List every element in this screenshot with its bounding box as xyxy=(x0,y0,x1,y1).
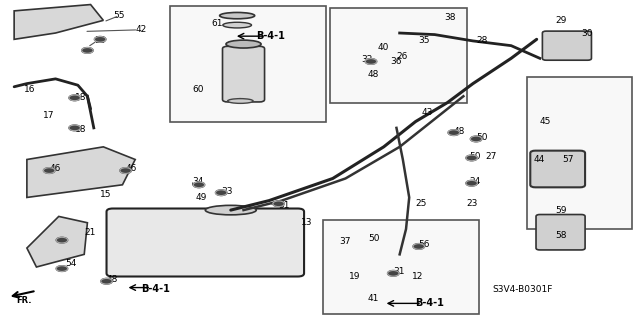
Text: B-4-1: B-4-1 xyxy=(256,31,285,41)
Text: 19: 19 xyxy=(349,272,360,281)
Text: 54: 54 xyxy=(65,259,77,268)
Text: B-4-1: B-4-1 xyxy=(415,298,444,308)
Circle shape xyxy=(56,237,68,243)
Polygon shape xyxy=(27,216,88,267)
Text: 23: 23 xyxy=(467,199,478,208)
Ellipse shape xyxy=(226,40,261,48)
FancyBboxPatch shape xyxy=(330,8,467,103)
FancyBboxPatch shape xyxy=(527,77,632,229)
Circle shape xyxy=(44,168,55,174)
Circle shape xyxy=(69,125,81,131)
Text: 38: 38 xyxy=(444,13,456,22)
Text: 46: 46 xyxy=(125,165,137,174)
Circle shape xyxy=(69,95,81,101)
Text: 50: 50 xyxy=(368,234,380,243)
Text: 58: 58 xyxy=(556,231,567,240)
Circle shape xyxy=(95,36,106,42)
Circle shape xyxy=(413,244,424,249)
Text: 27: 27 xyxy=(486,152,497,161)
Text: FR.: FR. xyxy=(16,296,31,305)
FancyBboxPatch shape xyxy=(531,151,585,187)
Text: 32: 32 xyxy=(362,56,372,64)
FancyBboxPatch shape xyxy=(542,31,591,60)
Text: 13: 13 xyxy=(301,218,312,227)
Text: 30: 30 xyxy=(581,28,593,38)
Text: 16: 16 xyxy=(24,85,35,94)
Text: 51: 51 xyxy=(278,201,290,210)
Text: 28: 28 xyxy=(476,36,488,45)
Circle shape xyxy=(466,180,477,186)
Text: S3V4-B0301F: S3V4-B0301F xyxy=(492,285,552,294)
Circle shape xyxy=(273,201,284,207)
Text: 34: 34 xyxy=(193,177,204,186)
Text: 48: 48 xyxy=(106,275,118,284)
Text: 49: 49 xyxy=(196,193,207,202)
Circle shape xyxy=(470,136,482,142)
Circle shape xyxy=(120,168,131,174)
Text: 29: 29 xyxy=(556,16,567,25)
Text: 50: 50 xyxy=(476,133,488,142)
Ellipse shape xyxy=(228,99,253,103)
Text: 50: 50 xyxy=(470,152,481,161)
Text: 45: 45 xyxy=(540,117,551,126)
Text: 37: 37 xyxy=(339,237,351,246)
Circle shape xyxy=(388,271,399,276)
Text: 57: 57 xyxy=(562,155,573,164)
Text: 61: 61 xyxy=(212,19,223,28)
Text: 48: 48 xyxy=(454,127,465,136)
Text: 24: 24 xyxy=(470,177,481,186)
Circle shape xyxy=(100,278,112,284)
Ellipse shape xyxy=(220,12,255,19)
Circle shape xyxy=(193,182,205,188)
Text: 55: 55 xyxy=(113,11,124,20)
Text: 42: 42 xyxy=(135,25,147,34)
Polygon shape xyxy=(14,4,103,39)
Text: 60: 60 xyxy=(193,85,204,94)
Text: 18: 18 xyxy=(75,125,86,134)
Circle shape xyxy=(82,48,93,53)
Circle shape xyxy=(216,190,227,196)
Text: 36: 36 xyxy=(390,57,401,66)
Text: 33: 33 xyxy=(221,187,233,196)
Text: 26: 26 xyxy=(396,52,408,61)
FancyBboxPatch shape xyxy=(170,6,326,122)
FancyBboxPatch shape xyxy=(536,214,585,250)
Ellipse shape xyxy=(223,22,252,28)
FancyBboxPatch shape xyxy=(106,209,304,277)
Polygon shape xyxy=(27,147,135,197)
Text: B-4-1: B-4-1 xyxy=(141,284,170,294)
FancyBboxPatch shape xyxy=(223,46,264,102)
Text: 59: 59 xyxy=(556,206,567,215)
Text: 18: 18 xyxy=(75,93,86,102)
Circle shape xyxy=(448,130,460,136)
FancyBboxPatch shape xyxy=(323,219,479,315)
Text: 25: 25 xyxy=(415,199,427,208)
Text: 12: 12 xyxy=(412,272,424,281)
Text: 41: 41 xyxy=(368,294,379,303)
Text: 43: 43 xyxy=(422,108,433,116)
Text: 48: 48 xyxy=(368,70,379,78)
Text: 15: 15 xyxy=(100,190,111,199)
Text: 53: 53 xyxy=(94,36,106,45)
Text: 31: 31 xyxy=(394,267,404,276)
Text: 17: 17 xyxy=(43,111,54,120)
Ellipse shape xyxy=(205,205,256,215)
Circle shape xyxy=(466,155,477,161)
Circle shape xyxy=(365,59,377,64)
Text: 35: 35 xyxy=(419,36,430,45)
Text: 21: 21 xyxy=(84,228,95,237)
Text: 46: 46 xyxy=(49,165,61,174)
Text: 44: 44 xyxy=(534,155,545,164)
Text: 56: 56 xyxy=(419,241,430,249)
Circle shape xyxy=(56,266,68,271)
Text: 40: 40 xyxy=(378,43,388,52)
